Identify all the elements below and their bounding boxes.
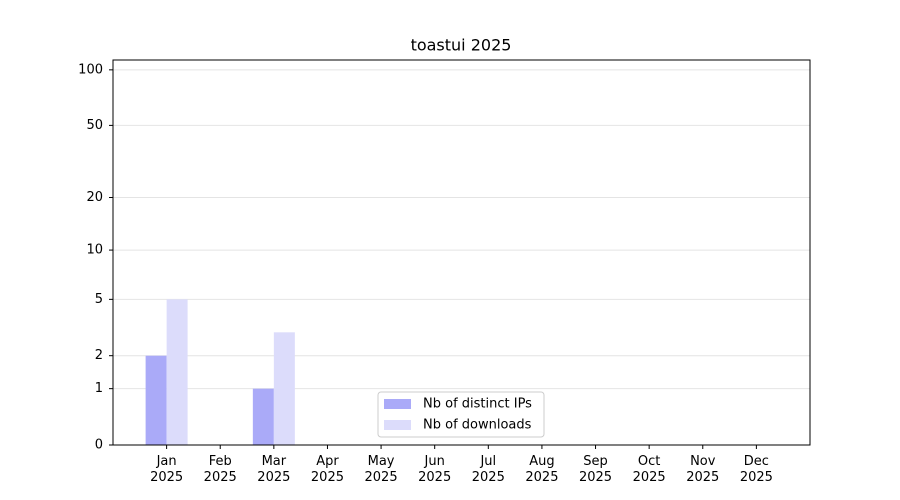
x-tick-label: Jan 2025 — [150, 454, 183, 485]
x-tick-label: Oct 2025 — [633, 454, 666, 485]
bar — [273, 332, 295, 445]
legend-box — [377, 391, 545, 438]
y-tick-label: 20 — [86, 190, 103, 205]
x-tick-label: Sep 2025 — [579, 454, 612, 485]
y-tick-label: 1 — [95, 381, 103, 396]
legend-label: Nb of downloads — [423, 418, 532, 433]
x-tick-label: Apr 2025 — [311, 454, 344, 485]
x-tick-label: Mar 2025 — [257, 454, 290, 485]
legend-label: Nb of distinct IPs — [423, 397, 532, 412]
y-tick-label: 0 — [95, 438, 103, 453]
bar — [252, 388, 274, 445]
x-tick-label: Feb 2025 — [204, 454, 237, 485]
x-tick-label: May 2025 — [365, 454, 398, 485]
y-tick-label: 5 — [95, 292, 103, 307]
plot-frame — [112, 59, 811, 446]
x-tick-label: Dec 2025 — [740, 454, 773, 485]
chart-title: toastui 2025 — [411, 36, 512, 55]
legend: Nb of distinct IPs Nb of downloads — [377, 391, 545, 438]
x-tick-label: Nov 2025 — [686, 454, 719, 485]
legend-swatch — [384, 399, 411, 409]
y-tick-label: 50 — [86, 118, 103, 133]
y-tick-label: 10 — [86, 243, 103, 258]
bar — [166, 299, 188, 445]
y-tick-label: 100 — [78, 62, 103, 77]
x-tick-label: Aug 2025 — [525, 454, 558, 485]
x-tick-label: Jul 2025 — [472, 454, 505, 485]
legend-swatch — [384, 420, 411, 430]
bar — [145, 355, 167, 445]
x-tick-label: Jun 2025 — [418, 454, 451, 485]
y-tick-label: 2 — [95, 348, 103, 363]
